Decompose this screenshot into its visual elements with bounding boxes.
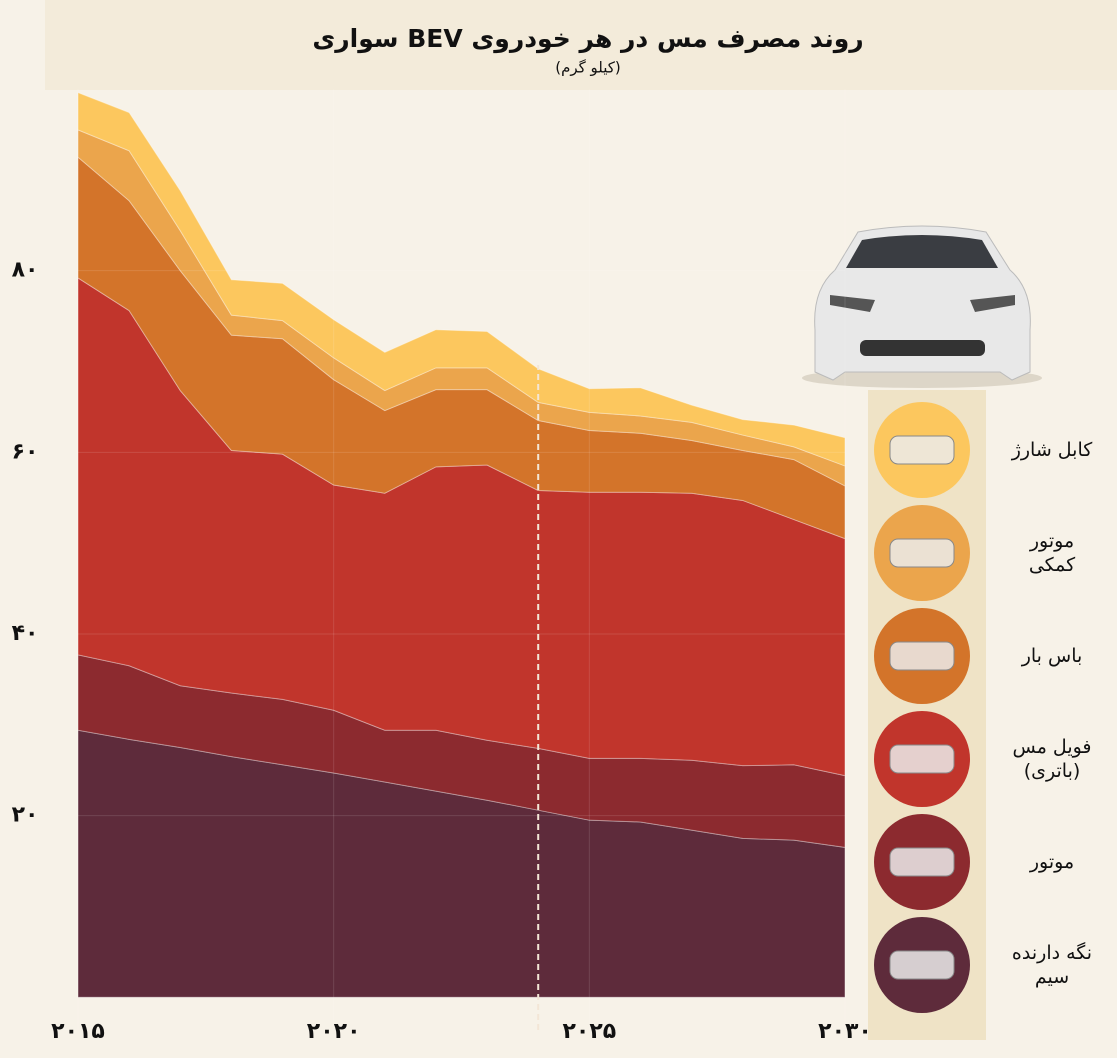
legend-item <box>874 402 970 498</box>
y-tick-label: ۶۰ <box>12 439 39 464</box>
legend-label: کابل شارژ <box>1011 439 1093 461</box>
legend-item <box>874 505 970 601</box>
legend-label: نگه دارنده سیم <box>1011 942 1093 988</box>
legend-icon <box>889 538 955 568</box>
area <box>77 654 846 849</box>
x-tick-label: ۲۰۳۰ <box>818 1019 872 1044</box>
legend-icon <box>889 950 955 980</box>
legend-label: موتور <box>1029 851 1075 873</box>
y-tick-label: ۴۰ <box>12 621 39 646</box>
y-tick-label: ۸۰ <box>12 258 39 283</box>
header-panel <box>45 0 1117 90</box>
legend-item <box>874 814 970 910</box>
legend-item <box>874 608 970 704</box>
chart-subtitle: (کیلو گرم) <box>555 59 621 77</box>
legend-icon <box>889 435 955 465</box>
y-tick-label: ۲۰ <box>12 803 39 828</box>
x-tick-label: ۲۰۲۰ <box>307 1019 361 1044</box>
legend-label: باس بار <box>1021 645 1083 667</box>
legend-item <box>874 711 970 807</box>
area <box>77 729 846 998</box>
legend-icon <box>889 744 955 774</box>
legend-label: موتور کمکی <box>1028 530 1076 576</box>
legend-icon <box>889 847 955 877</box>
x-tick-label: ۲۰۱۵ <box>51 1019 105 1044</box>
car-illustration <box>802 225 1042 388</box>
legend-icon <box>889 641 955 671</box>
chart-title: روند مصرف مس در هر خودروی BEV سواری <box>312 24 863 54</box>
legend-item <box>874 917 970 1013</box>
area <box>77 91 846 467</box>
legend-label: فویل مس (باتری) <box>1012 736 1092 782</box>
x-tick-label: ۲۰۲۵ <box>562 1019 616 1044</box>
